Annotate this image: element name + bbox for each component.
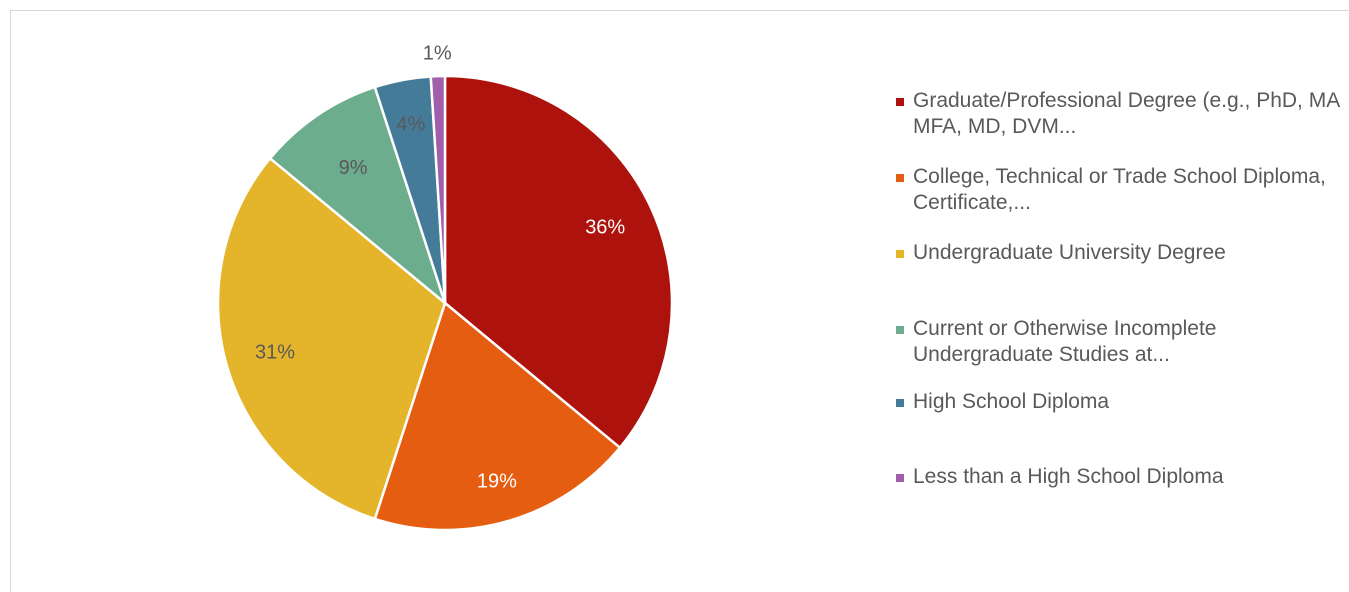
legend-item-graduate: Graduate/Professional Degree (e.g., PhD,…: [896, 88, 1346, 140]
legend-swatch: [896, 474, 904, 482]
pie-slice-college: [373, 301, 622, 532]
data-label-high-school: 4%: [397, 114, 426, 136]
chart-frame: [10, 10, 1349, 592]
pie-chart: 36% 19% 31% 9% 4% 1%: [216, 42, 674, 532]
legend-label: High School Diploma: [913, 390, 1110, 413]
legend-label: College, Technical or Trade School Diplo…: [913, 165, 1326, 214]
pie-slice-graduate: [443, 74, 674, 449]
legend-label: Current or Otherwise Incomplete Undergra…: [913, 317, 1217, 366]
legend-item-incomplete-undergraduate: Current or Otherwise Incomplete Undergra…: [896, 316, 1346, 368]
legend-label: Less than a High School Diploma: [913, 465, 1224, 488]
legend-label: Graduate/Professional Degree (e.g., PhD,…: [913, 89, 1340, 138]
legend-swatch: [896, 174, 904, 182]
data-label-graduate: 36%: [585, 217, 625, 239]
data-label-college: 19%: [477, 471, 517, 493]
legend-swatch: [896, 98, 904, 106]
legend-item-high-school: High School Diploma: [896, 389, 1346, 415]
legend-swatch: [896, 399, 904, 407]
legend-swatch: [896, 250, 904, 258]
pie-slice-undergraduate: [216, 157, 447, 521]
legend-item-less-than-high-school: Less than a High School Diploma: [896, 464, 1346, 490]
data-label-less-than-high-school: 1%: [423, 42, 452, 64]
data-label-incomplete-undergraduate: 9%: [339, 157, 368, 179]
data-label-undergraduate: 31%: [255, 341, 295, 363]
legend-swatch: [896, 326, 904, 334]
legend-item-undergraduate: Undergraduate University Degree: [896, 240, 1346, 266]
pie-slice-less-than-high-school: [429, 74, 447, 305]
legend-item-college: College, Technical or Trade School Diplo…: [896, 164, 1346, 216]
legend-label: Undergraduate University Degree: [913, 241, 1226, 264]
pie-slice-incomplete-undergraduate: [268, 85, 447, 305]
